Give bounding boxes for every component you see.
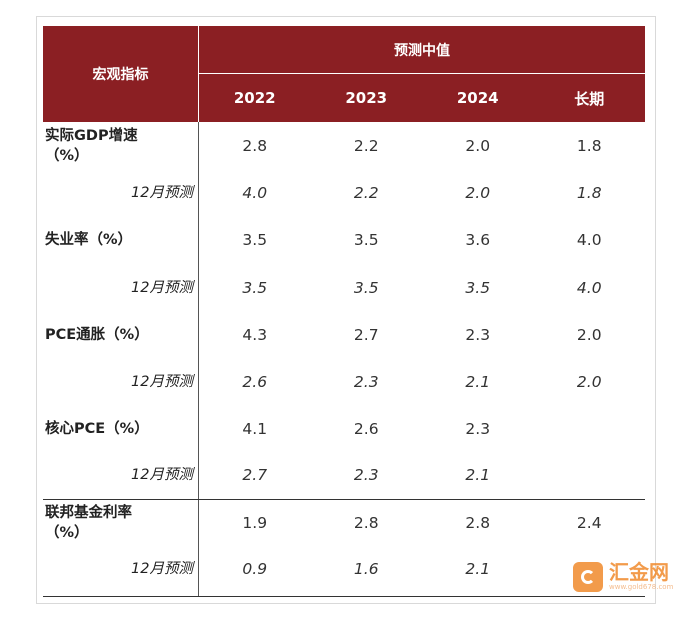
row-values: 4.1 2.6 2.3 [199, 419, 645, 439]
section-divider [43, 499, 645, 500]
huijin-logo-icon [573, 561, 603, 592]
table-cell: 3.6 [465, 231, 491, 249]
row-values: 3.5 3.5 3.6 4.0 [199, 230, 645, 250]
table-cell: 4.0 [576, 279, 602, 297]
column-header: 2024 [456, 89, 499, 107]
row-sublabel: 12月预测 [131, 467, 193, 483]
row-values: 2.7 2.3 2.1 [199, 465, 645, 485]
column-header: 2023 [345, 89, 388, 107]
watermark-name: 汇金网 [609, 560, 669, 584]
row-values: 4.3 2.7 2.3 2.0 [199, 325, 645, 345]
table-cell: 4.3 [242, 326, 268, 344]
table-cell: 2.0 [576, 373, 602, 391]
table-cell: 2.8 [242, 137, 268, 155]
table-cell: 1.6 [353, 560, 379, 578]
header-columns: 2022 2023 2024 长期 [199, 74, 645, 122]
table-cell: 2.8 [353, 514, 379, 532]
table-cell: 3.5 [242, 231, 268, 249]
row-label: 联邦基金利率 （%） [45, 503, 195, 543]
table-cell: 2.1 [465, 466, 491, 484]
table-cell: 4.0 [242, 184, 268, 202]
row-sublabel: 12月预测 [131, 280, 193, 296]
row-values: 1.9 2.8 2.8 2.4 [199, 513, 645, 533]
row-values: 2.6 2.3 2.1 2.0 [199, 372, 645, 392]
table-cell: 4.0 [576, 231, 602, 249]
forecast-table: 宏观指标 预测中值 2022 2023 2024 长期 实际GDP增速 （%） … [43, 26, 645, 597]
table-cell: 2.2 [353, 184, 379, 202]
row-sublabel: 12月预测 [131, 185, 193, 201]
row-label-line: （%） [45, 525, 89, 541]
table-cell: 3.5 [465, 279, 491, 297]
table-cell: 0.9 [242, 560, 268, 578]
table-cell: 2.3 [353, 466, 379, 484]
table-cell: 4.1 [242, 420, 268, 438]
table-cell [534, 465, 646, 485]
table-cell: 1.8 [576, 137, 602, 155]
table-body: 实际GDP增速 （%） 2.8 2.2 2.0 1.8 12月预测 4.0 2.… [43, 122, 645, 597]
table-cell: 2.1 [465, 373, 491, 391]
table-cell: 2.0 [465, 184, 491, 202]
table-cell: 2.3 [353, 373, 379, 391]
table-cell: 2.3 [465, 326, 491, 344]
row-label-line: （%） [45, 148, 89, 164]
row-values: 3.5 3.5 3.5 4.0 [199, 278, 645, 298]
table-cell: 3.5 [353, 279, 379, 297]
table-cell [534, 419, 646, 439]
table-cell: 1.9 [242, 514, 268, 532]
table-cell: 2.7 [353, 326, 379, 344]
row-label: PCE通胀（%） [45, 327, 149, 343]
row-values: 4.0 2.2 2.0 1.8 [199, 183, 645, 203]
row-sublabel: 12月预测 [131, 374, 193, 390]
table-cell: 2.1 [465, 560, 491, 578]
table-cell: 2.3 [465, 420, 491, 438]
row-label: 核心PCE（%） [45, 421, 149, 437]
table-cell: 2.4 [576, 514, 602, 532]
table-frame [36, 16, 656, 604]
table-cell: 2.6 [353, 420, 379, 438]
header-divider [198, 26, 199, 122]
row-label-line: 实际GDP增速 [45, 128, 138, 144]
header-row-label: 宏观指标 [92, 67, 149, 83]
row-label-line: 联邦基金利率 [45, 505, 132, 521]
row-label: 实际GDP增速 （%） [45, 126, 195, 166]
table-cell: 2.8 [465, 514, 491, 532]
row-label: 失业率（%） [45, 232, 133, 248]
column-divider [198, 122, 199, 596]
header-group-label: 预测中值 [394, 42, 450, 59]
header-divider-horizontal [199, 73, 645, 74]
table-cell: 2.2 [353, 137, 379, 155]
row-values: 2.8 2.2 2.0 1.8 [199, 136, 645, 156]
table-cell: 1.8 [576, 184, 602, 202]
table-cell: 2.6 [242, 373, 268, 391]
table-header: 宏观指标 预测中值 2022 2023 2024 长期 [43, 26, 645, 122]
column-header: 长期 [574, 89, 605, 108]
table-cell: 2.0 [576, 326, 602, 344]
table-cell: 3.5 [242, 279, 268, 297]
row-sublabel: 12月预测 [131, 561, 193, 577]
row-values: 0.9 1.6 2.1 [199, 559, 645, 579]
column-header: 2022 [233, 89, 276, 107]
table-cell: 3.5 [353, 231, 379, 249]
table-cell: 2.7 [242, 466, 268, 484]
table-cell: 2.0 [465, 137, 491, 155]
watermark: 汇金网 www.gold678.com [573, 561, 673, 592]
watermark-url: www.gold678.com [609, 583, 674, 591]
